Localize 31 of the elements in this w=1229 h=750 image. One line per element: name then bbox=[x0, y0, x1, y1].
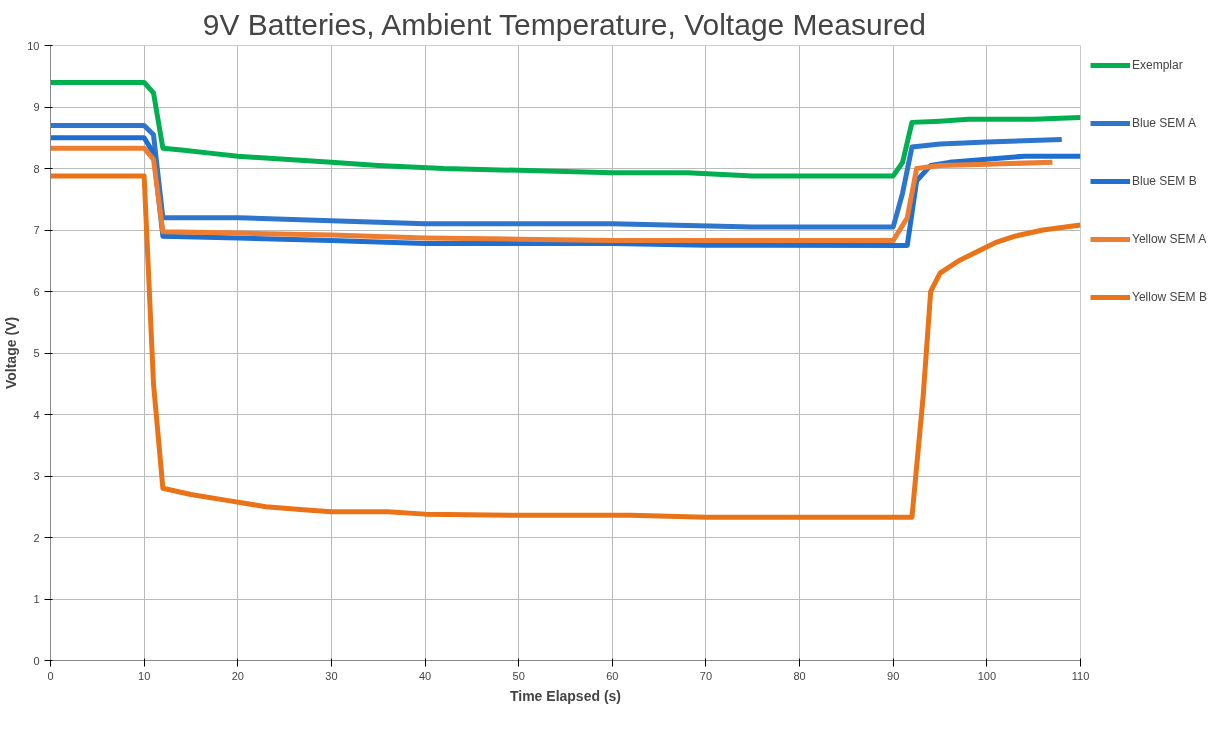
y-tick-label: 0 bbox=[33, 654, 40, 667]
legend-label: Exemplar bbox=[1132, 58, 1183, 72]
legend-label: Yellow SEM A bbox=[1132, 232, 1207, 246]
legend-label: Yellow SEM B bbox=[1132, 290, 1207, 304]
y-tick-label: 7 bbox=[33, 224, 40, 236]
x-tick-label: 90 bbox=[887, 669, 900, 682]
x-tick-label: 10 bbox=[138, 669, 151, 682]
y-tick-label: 2 bbox=[33, 531, 40, 544]
x-tick-label: 110 bbox=[1071, 669, 1090, 682]
x-tick-label: 40 bbox=[418, 669, 432, 682]
x-tick-label: 50 bbox=[512, 669, 525, 682]
x-tick-label: 30 bbox=[325, 669, 338, 682]
y-tick-label: 1 bbox=[33, 593, 40, 605]
y-tick-label: 4 bbox=[33, 408, 40, 421]
y-tick-label: 8 bbox=[33, 162, 40, 175]
x-tick-label: 70 bbox=[699, 669, 713, 682]
x-tick-label: 0 bbox=[47, 669, 54, 682]
y-tick-label: 10 bbox=[27, 39, 40, 52]
legend-label: Blue SEM A bbox=[1132, 116, 1197, 130]
x-tick-label: 80 bbox=[793, 669, 806, 682]
y-axis-title: Voltage (V) bbox=[3, 316, 20, 390]
x-tick-label: 100 bbox=[977, 669, 997, 682]
y-tick-label: 6 bbox=[33, 285, 40, 298]
x-axis-title: Time Elapsed (s) bbox=[510, 687, 622, 704]
y-tick-label: 3 bbox=[33, 470, 40, 482]
legend-label: Blue SEM B bbox=[1132, 174, 1197, 188]
x-tick-label: 20 bbox=[231, 669, 244, 682]
y-tick-label: 9 bbox=[33, 101, 40, 113]
x-tick-label: 60 bbox=[606, 669, 619, 682]
chart-title: 9V Batteries, Ambient Temperature, Voltage Measured bbox=[202, 7, 927, 41]
y-tick-label: 5 bbox=[33, 347, 40, 359]
